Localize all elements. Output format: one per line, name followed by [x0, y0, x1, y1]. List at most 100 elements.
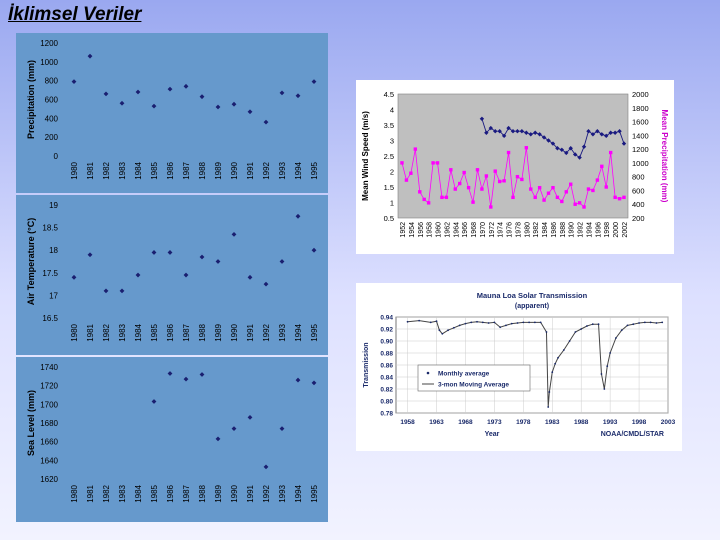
precipitation-point — [404, 178, 409, 182]
x-tick-label: 1990 — [230, 161, 239, 179]
precipitation-point — [617, 197, 622, 201]
monthly-average-point — [574, 331, 577, 333]
data-point — [71, 274, 77, 280]
legend-marker-monthly — [426, 371, 430, 375]
x-tick-label: 2000 — [613, 222, 620, 238]
monthly-average-point — [548, 391, 551, 393]
x-tick-label: 1983 — [118, 161, 127, 179]
monthly-average-point — [441, 332, 444, 335]
x-tick-label: 1984 — [134, 161, 143, 179]
monthly-average-point — [562, 349, 565, 351]
x-tick-label: 1972 — [489, 222, 496, 238]
page-title: İklimsel Veriler — [8, 4, 142, 25]
y-axis-label: Air Temperature (°C) — [26, 218, 36, 305]
precipitation-point — [466, 185, 471, 190]
x-tick-label: 1985 — [150, 323, 159, 341]
precipitation-point — [409, 171, 413, 175]
monthly-average-point — [522, 321, 525, 324]
y-tick-label: 1720 — [40, 382, 58, 391]
data-point — [295, 93, 301, 99]
wind-speed-point — [621, 141, 627, 146]
precipitation-point — [560, 199, 564, 204]
data-point — [263, 119, 269, 125]
monthly-average-point — [638, 322, 640, 324]
wind-speed-point — [519, 129, 525, 134]
precipitation-point — [449, 168, 453, 172]
x-tick-label: 1986 — [166, 323, 175, 341]
y-tick-label: 18 — [49, 246, 58, 255]
x-tick-label: 1982 — [102, 323, 111, 341]
plot-area — [16, 357, 328, 522]
x-tick-label: 1958 — [427, 222, 434, 238]
monthly-average-point — [418, 319, 421, 322]
y-tick-label-right: 1800 — [632, 104, 649, 113]
precipitation-point — [591, 188, 595, 193]
x-tick-label: 1960 — [436, 222, 443, 238]
precipitation-point — [418, 190, 422, 194]
y-axis-label: Precipitation (mm) — [26, 60, 36, 139]
precipitation-point — [426, 201, 431, 205]
monthly-average-point — [600, 373, 603, 375]
data-point — [231, 101, 237, 107]
precipitation-point — [475, 168, 480, 172]
sea-level-chart: 1620 1640 1660 1680 1700 1720 1740 1980 1981 1982… — [16, 357, 328, 522]
x-tick-label: 1991 — [246, 484, 255, 502]
data-point — [311, 79, 317, 85]
data-point — [263, 464, 269, 470]
x-tick-label: 1976 — [507, 222, 514, 238]
monthly-average-point — [554, 362, 557, 365]
x-tick-label: 1991 — [246, 323, 255, 341]
monthly-average-point — [568, 340, 571, 342]
precipitation-point — [435, 161, 440, 165]
monthly-average-point — [626, 324, 629, 327]
x-tick-label: 1988 — [198, 323, 207, 341]
monthly-average-point — [470, 321, 473, 324]
x-tick-label: 1984 — [134, 484, 143, 502]
x-tick-label: 1996 — [595, 222, 602, 238]
monthly-average-point — [499, 326, 502, 329]
y-axis-label: Transmission — [363, 342, 370, 387]
wind-speed-point — [577, 155, 582, 160]
precipitation-point — [569, 182, 573, 186]
y-tick-label-right: 1200 — [632, 145, 649, 154]
precipitation-point — [604, 185, 608, 189]
precipitation-point — [515, 174, 520, 179]
precipitation-point — [577, 201, 582, 205]
y-tick-label: 0.88 — [380, 351, 393, 358]
precipitation-point — [573, 202, 577, 206]
precipitation-point — [586, 187, 591, 191]
y-tick-label-left: 2 — [390, 168, 394, 177]
legend-label-moving: 3-mon Moving Average — [438, 382, 509, 389]
x-tick-label: 1992 — [578, 222, 585, 238]
y-tick-label: 1620 — [40, 475, 58, 484]
data-point — [279, 90, 285, 96]
y-tick-label: 0.78 — [380, 411, 393, 418]
monthly-average-point — [505, 324, 507, 327]
y-tick-label: 400 — [45, 114, 59, 123]
plot-area — [16, 33, 328, 193]
x-tick-label: 1964 — [453, 222, 460, 238]
y-tick-label: 1640 — [40, 456, 58, 465]
precipitation-panel: 0 200 400 600 800 1000 1200 1980 1981 1982 1983 198… — [16, 33, 328, 193]
y-tick-label: 0.80 — [380, 399, 393, 406]
precipitation-point — [502, 179, 506, 183]
plot-area — [16, 195, 328, 355]
x-tick-label: 1987 — [182, 323, 191, 341]
y-tick-label: 17.5 — [42, 269, 58, 278]
monthly-average-point — [516, 322, 519, 324]
monthly-average-point — [649, 321, 652, 324]
mauna-loa-chart: Mauna Loa Solar Transmission (apparent) 0.… — [356, 283, 682, 451]
precipitation-point — [613, 195, 617, 200]
x-tick-label: 1984 — [134, 323, 143, 341]
monthly-average-point — [597, 323, 600, 326]
x-tick-label: 1990 — [230, 323, 239, 341]
monthly-average-point — [551, 371, 554, 374]
y-tick-label-right: 200 — [632, 214, 645, 223]
data-point — [311, 380, 317, 386]
x-tick-label: 1980 — [70, 161, 79, 179]
precipitation-point — [608, 150, 613, 155]
y-tick-label: 800 — [45, 77, 59, 86]
x-tick-label: 1983 — [545, 419, 560, 426]
x-tick-label: 1981 — [86, 161, 95, 179]
x-tick-label: 1954 — [409, 222, 416, 238]
